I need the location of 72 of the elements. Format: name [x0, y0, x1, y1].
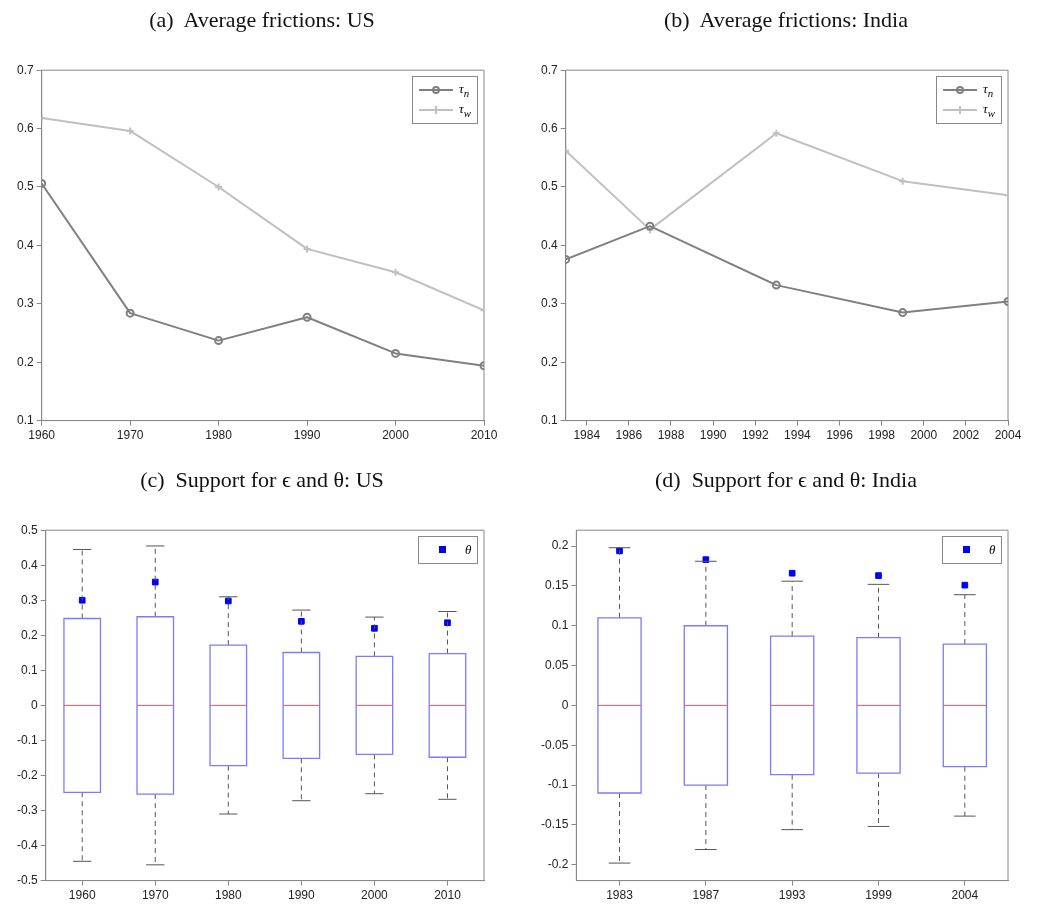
x-tick-label: 1996 — [826, 428, 854, 443]
y-tick-label: -0.5 — [16, 872, 38, 887]
y-tick-label: 0.1 — [551, 618, 569, 633]
chart-title: (b) Average frictions: India — [663, 6, 909, 34]
y-tick-label: 0 — [30, 697, 38, 712]
y-tick-label: 0.3 — [540, 296, 558, 311]
y-tick-label: 0.4 — [16, 237, 34, 252]
x-tick-label: 1960 — [28, 428, 56, 443]
y-tick-label: 0.1 — [540, 412, 558, 427]
y-tick-label: 0.1 — [16, 412, 34, 427]
legend-label: τ$_{n}$ — [459, 81, 470, 99]
x-tick-label: 1970 — [141, 888, 169, 903]
x-tick-label: 1999 — [865, 888, 893, 903]
x-tick-label: 2004 — [951, 888, 979, 903]
y-tick-label: 0.7 — [16, 62, 34, 77]
y-tick-label: 0.3 — [16, 296, 34, 311]
x-tick-label: 1984 — [573, 428, 601, 443]
x-tick-label: 1987 — [692, 888, 720, 903]
y-tick-label: -0.2 — [547, 856, 569, 871]
y-tick-label: 0.2 — [16, 354, 34, 369]
y-tick-label: 0.4 — [20, 557, 38, 572]
y-tick-label: 0.1 — [20, 662, 38, 677]
x-tick-label: 1970 — [116, 428, 144, 443]
legend-label: τ$_{n}$ — [983, 81, 994, 99]
y-tick-label: -0.2 — [16, 767, 38, 782]
x-tick-label: 1992 — [741, 428, 769, 443]
x-tick-label: 1980 — [205, 428, 233, 443]
y-tick-label: 0.15 — [544, 578, 569, 593]
x-tick-label: 1998 — [868, 428, 896, 443]
legend-label: τ$_{w}$ — [983, 101, 995, 119]
legend-label: τ$_{w}$ — [459, 101, 471, 119]
y-tick-label: 0.5 — [16, 179, 34, 194]
y-tick-label: 0.6 — [540, 120, 558, 135]
x-tick-label: 1990 — [293, 428, 321, 443]
y-tick-label: -0.1 — [16, 732, 38, 747]
x-tick-label: 2004 — [994, 428, 1022, 443]
y-tick-label: -0.4 — [16, 837, 38, 852]
chart-title: (c) Support for ϵ and θ: US — [139, 466, 385, 494]
x-tick-label: 1990 — [288, 888, 316, 903]
y-tick-label: -0.1 — [547, 777, 569, 792]
x-tick-label: 1986 — [615, 428, 643, 443]
y-tick-label: -0.05 — [540, 737, 569, 752]
x-tick-label: 1994 — [784, 428, 812, 443]
y-tick-label: 0.2 — [540, 354, 558, 369]
x-tick-label: 1980 — [214, 888, 242, 903]
y-tick-label: 0.3 — [20, 592, 38, 607]
y-tick-label: 0.2 — [20, 627, 38, 642]
y-tick-label: 0.5 — [540, 179, 558, 194]
y-tick-label: 0.05 — [544, 657, 569, 672]
y-tick-label: -0.15 — [540, 817, 569, 832]
x-tick-label: 2000 — [382, 428, 410, 443]
x-tick-label: 1960 — [68, 888, 96, 903]
legend-label: θ — [989, 542, 996, 559]
chart-title: (a) Average frictions: US — [148, 6, 376, 34]
x-tick-label: 2000 — [361, 888, 389, 903]
y-tick-label: 0.5 — [20, 522, 38, 537]
y-tick-label: 0.4 — [540, 237, 558, 252]
y-tick-label: 0.6 — [16, 120, 34, 135]
x-tick-label: 1993 — [778, 888, 806, 903]
x-tick-label: 1988 — [657, 428, 685, 443]
y-tick-label: 0 — [561, 697, 569, 712]
x-tick-label: 2010 — [470, 428, 498, 443]
x-tick-label: 2002 — [952, 428, 980, 443]
x-tick-label: 2000 — [910, 428, 938, 443]
y-tick-label: -0.3 — [16, 802, 38, 817]
chart-title: (d) Support for ϵ and θ: India — [654, 466, 918, 494]
x-tick-label: 2010 — [434, 888, 462, 903]
legend-label: θ — [465, 542, 472, 559]
x-tick-label: 1990 — [699, 428, 727, 443]
y-tick-label: 0.7 — [540, 62, 558, 77]
x-tick-label: 1983 — [606, 888, 634, 903]
y-tick-label: 0.2 — [551, 538, 569, 553]
